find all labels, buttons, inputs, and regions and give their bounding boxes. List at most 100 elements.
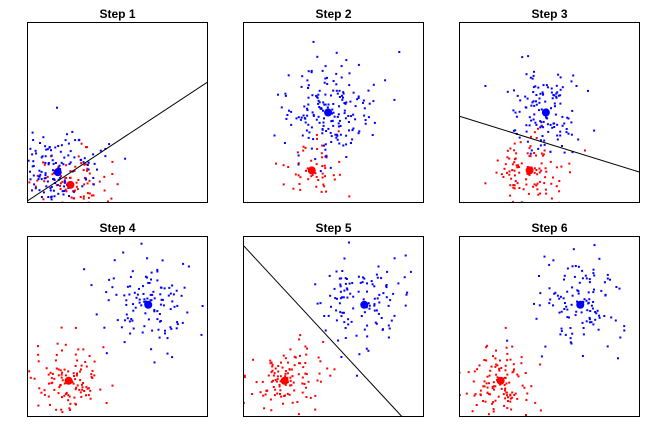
data-point <box>337 113 340 116</box>
data-point <box>299 362 302 365</box>
data-point <box>89 397 92 400</box>
centroid-marker <box>307 166 316 175</box>
data-point <box>299 334 302 337</box>
data-point <box>533 171 536 174</box>
data-point <box>506 171 508 174</box>
data-point <box>409 270 412 273</box>
plot-frame <box>27 236 208 417</box>
data-point <box>326 367 329 370</box>
data-point <box>73 375 75 377</box>
data-point <box>286 392 289 395</box>
data-point <box>542 153 545 156</box>
data-point <box>297 174 300 177</box>
data-point <box>585 277 588 280</box>
data-point <box>614 319 617 322</box>
data-point <box>530 135 532 138</box>
data-point <box>465 392 468 395</box>
data-point <box>28 181 31 184</box>
data-point <box>319 170 322 173</box>
data-point <box>490 365 493 368</box>
data-point <box>297 373 300 376</box>
data-point <box>159 320 161 323</box>
data-point <box>487 382 490 385</box>
data-point <box>302 145 305 148</box>
data-point <box>485 382 488 385</box>
data-point <box>74 365 77 367</box>
data-point <box>81 388 84 391</box>
data-point <box>368 102 371 105</box>
data-point <box>287 74 290 77</box>
data-point <box>49 403 51 406</box>
data-point <box>536 182 539 185</box>
data-point <box>540 169 543 172</box>
data-point <box>387 304 390 307</box>
data-point <box>556 91 559 94</box>
data-point <box>49 189 52 192</box>
data-point <box>162 304 165 307</box>
data-point <box>56 184 59 186</box>
data-point <box>142 293 145 295</box>
data-point <box>156 310 159 313</box>
data-point <box>343 112 346 115</box>
data-point <box>60 376 63 379</box>
data-point <box>286 372 289 375</box>
data-point <box>604 293 607 296</box>
centroid-marker <box>525 166 534 175</box>
data-point <box>533 302 535 305</box>
data-point <box>540 152 543 155</box>
data-point <box>544 345 547 348</box>
data-point <box>533 104 536 107</box>
data-point <box>342 296 345 299</box>
data-point <box>518 136 521 139</box>
data-point <box>270 380 273 383</box>
data-point <box>53 179 56 181</box>
data-point <box>277 365 280 367</box>
data-point <box>67 370 70 373</box>
data-point <box>64 374 67 377</box>
data-point <box>307 136 310 139</box>
data-point <box>112 277 115 280</box>
data-point <box>340 76 343 79</box>
data-point <box>83 183 86 186</box>
data-point <box>320 107 323 110</box>
data-point <box>317 99 320 102</box>
data-point <box>344 277 347 280</box>
data-point <box>171 356 174 359</box>
data-point <box>307 103 310 106</box>
data-point <box>355 374 358 377</box>
data-point <box>314 394 317 397</box>
centroid-marker <box>324 108 333 117</box>
data-point <box>151 329 154 332</box>
data-point <box>93 360 96 363</box>
data-point <box>306 167 309 170</box>
data-point <box>486 375 489 378</box>
data-point <box>338 160 341 163</box>
data-point <box>352 113 355 116</box>
data-point <box>68 395 71 398</box>
data-point <box>553 126 556 128</box>
plot-frame <box>459 236 640 417</box>
data-point <box>524 372 527 374</box>
data-point <box>336 297 338 300</box>
step-panel: Step 4 <box>27 219 208 419</box>
data-point <box>525 414 527 416</box>
data-point <box>516 373 519 376</box>
data-point <box>37 175 40 178</box>
data-point <box>64 393 67 395</box>
data-point <box>134 306 137 309</box>
data-point <box>553 102 556 105</box>
data-point <box>64 188 67 191</box>
data-point <box>522 188 525 191</box>
data-point <box>537 193 540 196</box>
data-point <box>584 149 586 152</box>
data-point <box>173 305 176 308</box>
data-point <box>585 320 588 323</box>
data-point <box>305 396 308 398</box>
data-point <box>63 179 66 182</box>
data-point <box>336 115 339 118</box>
data-point <box>508 173 511 176</box>
data-point <box>153 309 156 311</box>
data-point <box>488 374 491 377</box>
data-point <box>518 187 521 189</box>
data-point <box>494 357 497 360</box>
